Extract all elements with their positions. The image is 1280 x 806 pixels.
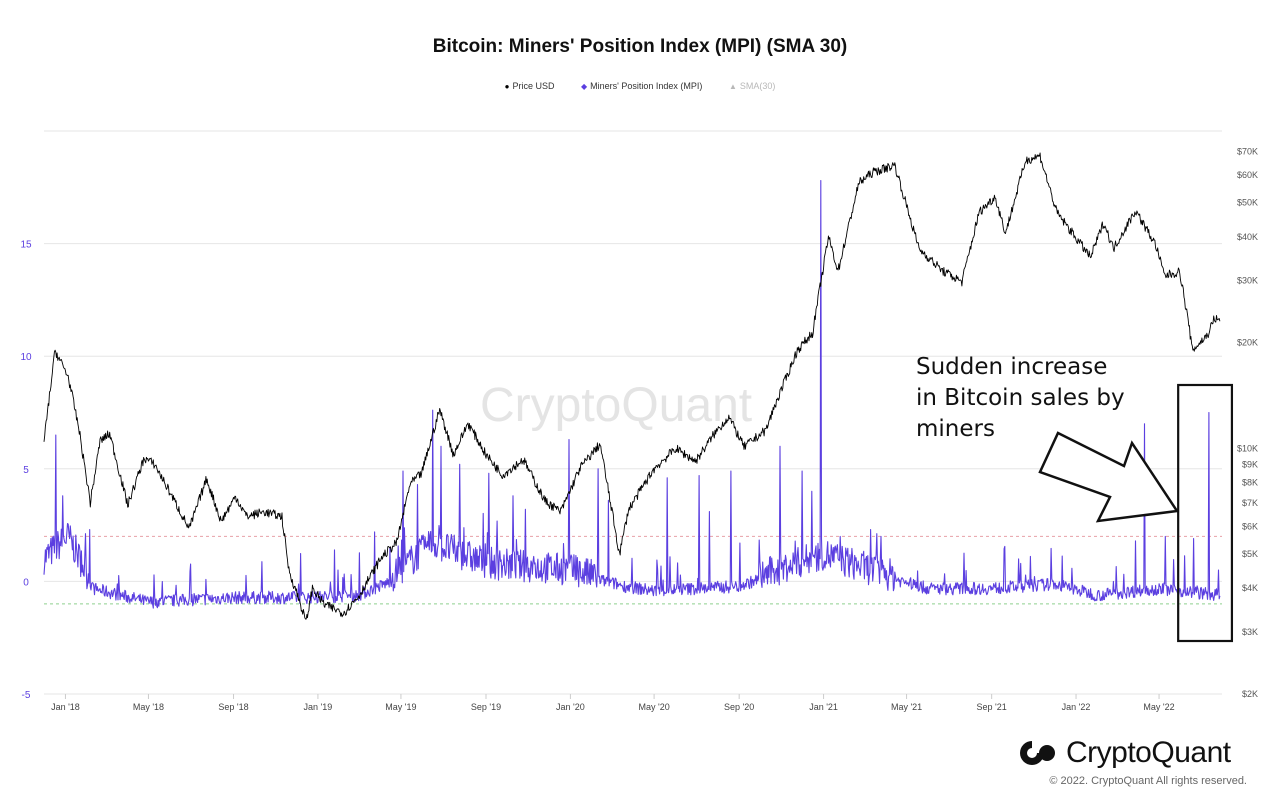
legend: ● Price USD ◆ Miners' Position Index (MPI)… (0, 81, 1280, 91)
y-right-tick-label: $8K (1242, 477, 1258, 487)
y-right-tick-label: $70K (1237, 146, 1258, 156)
y-left-tick-label: 10 (20, 352, 32, 363)
legend-label-sma: SMA(30) (739, 81, 776, 91)
x-tick-label: Jan '18 (51, 702, 80, 712)
x-tick-label: Sep '19 (471, 702, 501, 712)
y-left-tick-label: 15 (20, 240, 32, 251)
y-right-tick-label: $7K (1242, 498, 1258, 508)
y-left-tick-label: 5 (23, 465, 29, 476)
y-right-tick-label: $20K (1237, 338, 1258, 348)
y-right-tick-label: $40K (1237, 232, 1258, 242)
x-axis: Jan '18 May '18 Sep '18 Jan '19 May '19 Sep '… (51, 694, 1175, 712)
legend-marker-price: ● (504, 82, 510, 91)
left-axis: 15 10 5 0 -5 (20, 240, 32, 701)
legend-item-sma[interactable]: ▲ SMA(30) (729, 81, 775, 91)
legend-item-mpi[interactable]: ◆ Miners' Position Index (MPI) (581, 81, 702, 91)
annotation-graphics (1038, 383, 1234, 643)
x-tick-label: Sep '18 (218, 702, 248, 712)
legend-item-price[interactable]: ● Price USD (505, 81, 555, 91)
y-right-tick-label: $3K (1242, 627, 1258, 637)
y-right-tick-label: $5K (1242, 549, 1258, 559)
x-tick-label: Jan '21 (809, 702, 838, 712)
annotation-text: Sudden increase in Bitcoin sales by mine… (916, 354, 1125, 442)
y-right-tick-label: $10K (1237, 443, 1258, 453)
cryptoquant-logo-icon (1020, 741, 1055, 765)
y-right-tick-label: $30K (1237, 276, 1258, 286)
brand-logo: CryptoQuant (1018, 733, 1231, 773)
x-tick-label: Jan '20 (556, 702, 585, 712)
y-right-tick-label: $4K (1242, 583, 1258, 593)
y-right-tick-label: $9K (1242, 459, 1258, 469)
x-tick-label: Jan '19 (304, 702, 333, 712)
watermark: CryptoQuant (480, 379, 753, 432)
y-right-tick-label: $60K (1237, 170, 1258, 180)
x-tick-label: Jan '22 (1062, 702, 1091, 712)
legend-marker-mpi: ◆ (581, 82, 588, 91)
x-tick-label: May '18 (133, 702, 164, 712)
x-tick-label: Sep '21 (977, 702, 1007, 712)
x-tick-label: May '22 (1143, 702, 1174, 712)
legend-label-mpi: Miners' Position Index (MPI) (590, 81, 703, 91)
reference-lines (44, 535, 1222, 605)
price-line (43, 152, 1221, 620)
y-right-tick-label: $50K (1237, 198, 1258, 208)
mpi-line (43, 179, 1221, 609)
highlight-box (1177, 383, 1234, 643)
copyright: © 2022. CryptoQuant All rights reserved. (1049, 775, 1247, 787)
y-right-tick-label: $6K (1242, 521, 1258, 531)
legend-marker-sma: ▲ (728, 82, 737, 91)
legend-label-price: Price USD (512, 81, 555, 91)
series (43, 152, 1221, 620)
annotation-arrow (1038, 431, 1180, 523)
x-tick-label: May '19 (385, 702, 416, 712)
right-axis: $70K $60K $50K $40K $30K $20K $10K $9K $8K $7K $6K… (1237, 146, 1258, 699)
y-right-tick-label: $2K (1242, 689, 1258, 699)
x-tick-label: May '21 (891, 702, 922, 712)
y-left-tick-label: 0 (23, 577, 29, 588)
y-left-tick-label: -5 (22, 690, 31, 701)
x-tick-label: Sep '20 (724, 702, 754, 712)
x-tick-label: May '20 (638, 702, 669, 712)
chart-title: Bitcoin: Miners' Position Index (MPI) (S… (432, 36, 848, 57)
brand-name: CryptoQuant (1066, 736, 1231, 769)
